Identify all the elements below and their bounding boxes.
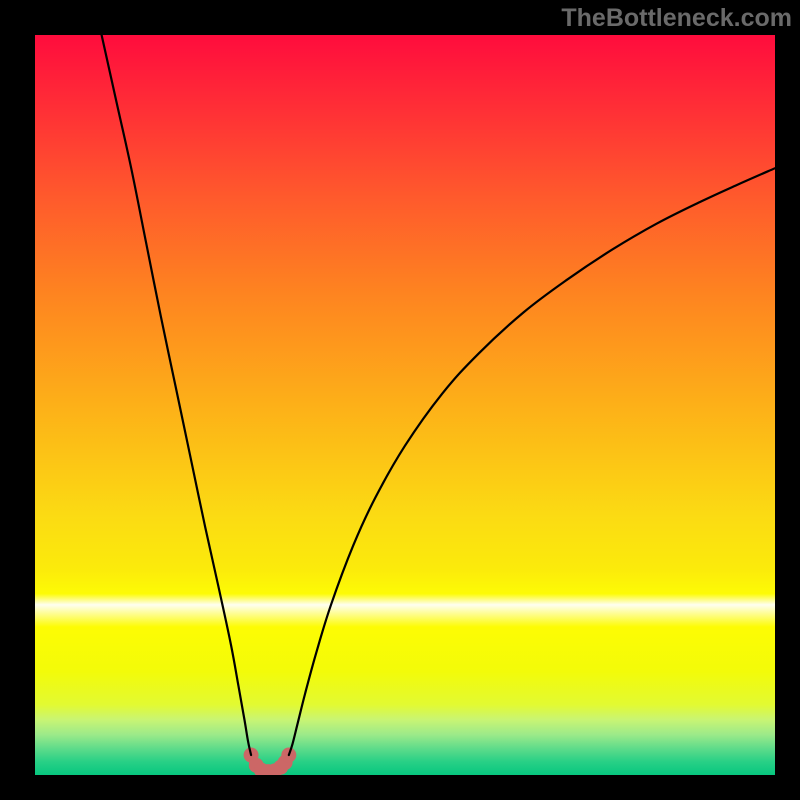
watermark-text: TheBottleneck.com (561, 4, 792, 33)
gradient-background (35, 35, 775, 775)
chart-svg (35, 35, 775, 775)
chart-container: TheBottleneck.com (0, 0, 800, 800)
plot-area (35, 35, 775, 775)
